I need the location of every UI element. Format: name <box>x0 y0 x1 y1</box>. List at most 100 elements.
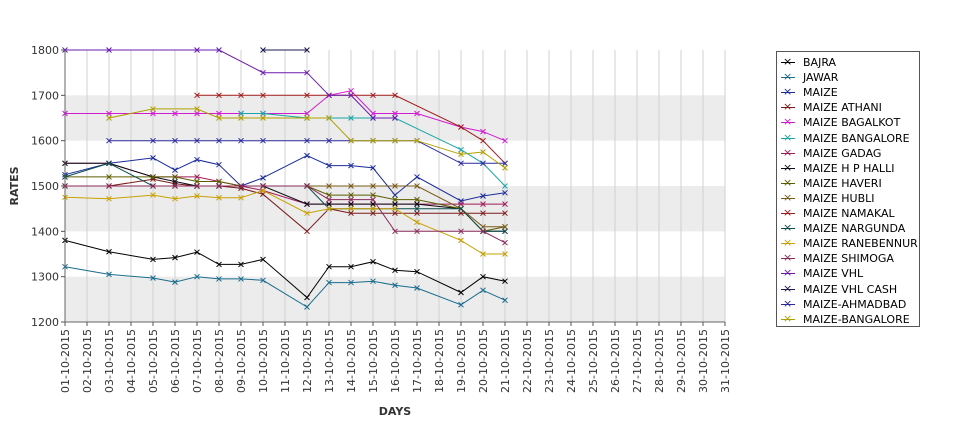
x-tick-label: 17-10-2015 <box>411 329 424 393</box>
data-point <box>304 152 310 159</box>
data-point <box>260 277 266 284</box>
legend-marker: × <box>781 146 795 159</box>
data-point <box>502 239 508 246</box>
data-point <box>458 201 464 207</box>
legend-item: × MAIZE GADAG <box>781 146 881 161</box>
data-point <box>414 285 420 291</box>
y-tick-label: 1700 <box>31 89 59 102</box>
data-point <box>458 151 464 158</box>
data-point <box>502 210 508 217</box>
data-point <box>392 228 398 235</box>
data-point <box>216 110 222 117</box>
legend-item: × MAIZE <box>781 85 838 100</box>
data-point <box>150 183 156 189</box>
data-point <box>370 278 376 285</box>
data-point <box>414 196 420 203</box>
x-tick-label: 10-10-2015 <box>257 329 270 393</box>
data-point <box>216 183 222 189</box>
data-point <box>304 47 310 53</box>
legend-marker: × <box>781 85 795 98</box>
data-point <box>502 223 508 230</box>
legend-label: BAJRA <box>803 56 837 69</box>
data-point <box>216 47 222 53</box>
data-point <box>260 174 266 181</box>
data-point <box>326 192 332 198</box>
legend-item: × MAIZE HUBLI <box>781 191 874 206</box>
data-point <box>260 47 266 53</box>
legend-item: × MAIZE BAGALKOT <box>781 115 900 130</box>
legend-item: × MAIZE-BANGALORE <box>781 312 910 327</box>
y-tick-label: 1300 <box>31 271 59 284</box>
data-point <box>194 137 200 144</box>
data-point <box>106 115 112 121</box>
data-point <box>414 268 420 275</box>
legend-label: MAIZE H P HALLI <box>803 161 895 175</box>
data-point <box>260 115 266 121</box>
data-point <box>392 192 398 198</box>
x-tick-label: 05-10-2015 <box>147 329 160 393</box>
data-point <box>348 279 354 286</box>
x-tick-label: 30-10-2015 <box>697 329 710 393</box>
legend-marker: × <box>781 221 795 234</box>
data-point <box>348 162 354 169</box>
data-point <box>392 210 398 217</box>
x-tick-label: 29-10-2015 <box>675 329 688 393</box>
data-point <box>458 289 464 296</box>
data-point <box>502 201 508 207</box>
data-point <box>150 137 156 144</box>
data-point <box>150 275 156 281</box>
data-point <box>326 196 332 203</box>
data-point <box>150 106 156 112</box>
data-point <box>238 261 244 268</box>
data-point <box>260 110 266 117</box>
data-point <box>458 210 464 217</box>
legend-item: × MAIZE RANEBENNUR <box>781 236 918 251</box>
data-point <box>304 137 310 144</box>
data-point <box>172 279 178 285</box>
data-point <box>458 160 464 167</box>
data-point <box>326 137 332 144</box>
data-point <box>502 137 508 144</box>
data-point <box>238 137 244 144</box>
legend-label: MAIZE NAMAKAL <box>803 207 895 220</box>
legend-item: × MAIZE BANGALORE <box>781 131 910 146</box>
data-point <box>304 69 310 76</box>
data-point <box>392 110 398 117</box>
data-point <box>326 201 332 207</box>
data-point <box>172 178 178 185</box>
y-tick-label: 1800 <box>31 44 59 57</box>
data-point <box>348 115 354 121</box>
data-point <box>392 267 398 274</box>
data-point <box>326 183 332 189</box>
data-point <box>414 110 420 117</box>
series-maize-vhl-cash <box>260 47 310 53</box>
data-point <box>106 47 112 53</box>
data-point <box>326 92 332 99</box>
data-point <box>194 110 200 117</box>
data-point <box>304 201 310 207</box>
data-point <box>216 194 222 201</box>
data-point <box>106 137 112 144</box>
data-point <box>348 201 354 207</box>
x-tick-label: 08-10-2015 <box>213 329 226 393</box>
legend-marker: × <box>781 55 795 68</box>
x-tick-label: 23-10-2015 <box>543 329 556 393</box>
data-point <box>260 69 266 76</box>
legend-label: MAIZE-BANGALORE <box>803 312 910 326</box>
data-point <box>194 193 200 199</box>
data-point <box>502 189 508 196</box>
data-point <box>106 271 112 278</box>
data-point <box>370 115 376 121</box>
data-point <box>172 137 178 144</box>
y-tick-label: 1600 <box>31 135 59 148</box>
legend-item: × MAIZE H P HALLI <box>781 161 894 176</box>
data-point <box>458 228 464 235</box>
legend-item: × MAIZE SHIMOGA <box>781 251 894 266</box>
legend-marker: × <box>781 161 795 174</box>
data-point <box>150 110 156 117</box>
data-point <box>348 192 354 198</box>
x-tick-label: 11-10-2015 <box>279 329 292 393</box>
data-point <box>106 248 112 255</box>
data-point <box>304 304 310 310</box>
